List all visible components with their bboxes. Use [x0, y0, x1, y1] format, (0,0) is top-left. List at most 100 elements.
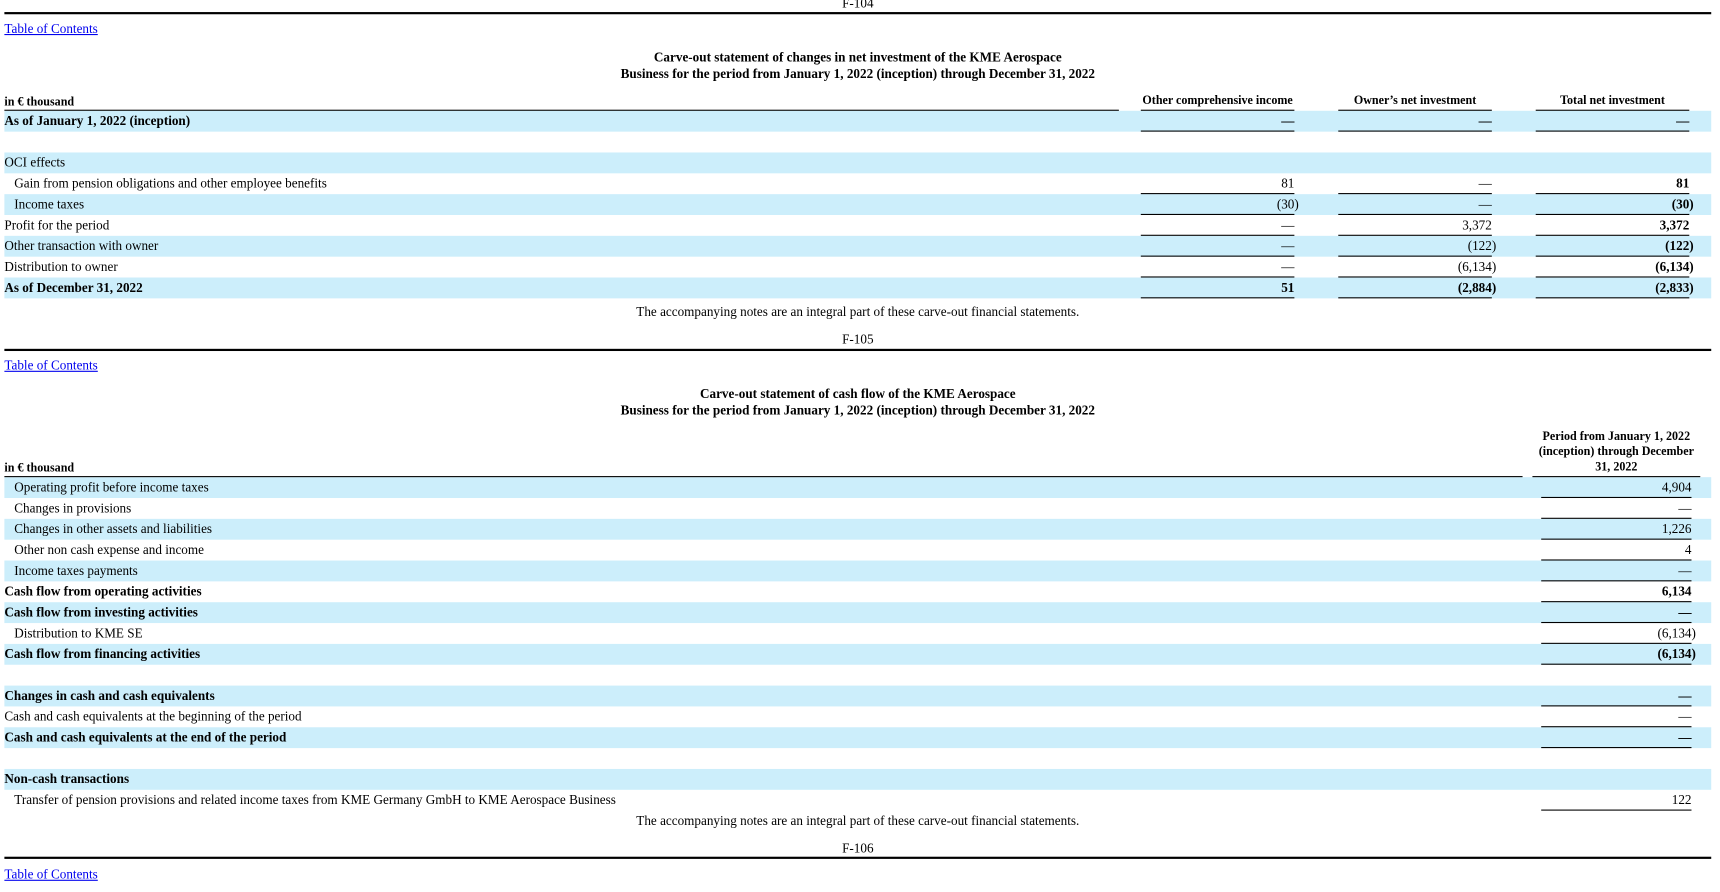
value: —	[1281, 238, 1295, 254]
value-cell: (6,134)	[1338, 257, 1496, 278]
value-cell: (6,134)	[1541, 644, 1696, 665]
row-label: Profit for the period	[4, 217, 110, 233]
value-cell: —	[1140, 257, 1295, 278]
table-row: Operating profit before income taxes 4,90…	[4, 477, 1712, 499]
row-label: Other transaction with owner	[4, 238, 159, 254]
row-label: Cash flow from operating activities	[4, 583, 202, 599]
value-cell: 81	[1140, 173, 1295, 195]
table-row: Distribution to KME SE (6,134)	[4, 623, 1711, 644]
unit-label: in € thousand	[4, 462, 1523, 478]
toc-link[interactable]: Table of Contents	[4, 866, 98, 882]
row-label: Operating profit before income taxes	[14, 479, 209, 495]
value: —	[1678, 729, 1692, 745]
value: 51	[1281, 279, 1295, 296]
value-cell: (122)	[1535, 236, 1694, 257]
value-cell: 51	[1140, 278, 1295, 299]
value: (6,134)	[1655, 258, 1694, 275]
table-row: As of December 31, 2022 51 (2,884) (2,833)	[4, 277, 1712, 299]
value: (2,833)	[1655, 279, 1694, 296]
value: 6,134	[1661, 583, 1692, 599]
table-row: Gain from pension obligations and other …	[4, 173, 1711, 195]
value-cell: 81	[1535, 173, 1690, 195]
page-rule	[4, 348, 1712, 352]
value: 4,904	[1661, 479, 1692, 495]
value: 3,372	[1462, 217, 1492, 233]
table-row: Profit for the period — 3,372 3,372	[4, 215, 1711, 236]
value-cell: —	[1541, 602, 1692, 624]
row-label: Cash flow from financing activities	[4, 646, 201, 662]
title-line: Business for the period from January 1, …	[620, 65, 1095, 82]
value-cell: —	[1140, 215, 1295, 236]
toc-link[interactable]: Table of Contents	[4, 357, 98, 373]
row-label: Non-cash transactions	[4, 771, 130, 787]
value-cell: (6,134)	[1535, 257, 1694, 278]
row-label: Transfer of pension provisions and relat…	[14, 791, 616, 808]
row-label: Cash and cash equivalents at the beginni…	[4, 708, 302, 724]
value: 3,372	[1659, 217, 1690, 233]
value: 1,226	[1661, 521, 1692, 537]
table-row: Income taxes payments —	[4, 560, 1712, 582]
value-cell: —	[1541, 727, 1692, 749]
value-cell: (30)	[1535, 194, 1694, 216]
spacer-row	[4, 665, 1711, 686]
column-header: Owner’s net investment	[1338, 93, 1492, 111]
table-row: Distribution to owner — (6,134) (6,134)	[4, 257, 1711, 278]
spacer-row	[4, 748, 1711, 769]
value: (122)	[1467, 238, 1497, 254]
toc-link[interactable]: Table of Contents	[4, 20, 98, 37]
column-header: Period from January 1, 2022 (inception) …	[1532, 429, 1701, 478]
title-line: Business for the period from January 1, …	[620, 402, 1095, 418]
value-cell: —	[1541, 706, 1692, 728]
table-header: in € thousand Other comprehensive income O…	[4, 92, 1711, 111]
title-line: Carve-out statement of cash flow of the …	[700, 386, 1016, 402]
value: (30)	[1671, 196, 1694, 212]
column-header: Other comprehensive income	[1140, 93, 1295, 111]
table-row: Cash flow from investing activities —	[4, 602, 1712, 624]
row-label: Changes in cash and cash equivalents	[4, 687, 215, 704]
value-cell: —	[1541, 686, 1692, 707]
row-label: Distribution to KME SE	[14, 625, 143, 641]
value-cell: (122)	[1338, 236, 1496, 257]
table-row: Cash flow from financing activities (6,13…	[4, 643, 1712, 665]
row-label: Changes in other assets and liabilities	[14, 521, 213, 537]
unit-label: in € thousand	[4, 95, 1119, 111]
row-label: As of December 31, 2022	[4, 279, 143, 296]
row-label: Income taxes	[14, 196, 85, 212]
note: The accompanying notes are an integral p…	[636, 303, 1080, 320]
value-cell: —	[1338, 194, 1492, 216]
value: (6,134)	[1657, 646, 1696, 662]
statement-title: Carve-out statement of cash flow of the …	[0, 386, 1716, 419]
page-number: F-105	[842, 331, 874, 347]
value: 81	[1281, 175, 1295, 191]
value: (122)	[1665, 238, 1694, 254]
spacer-row	[4, 132, 1711, 153]
value-cell: (2,833)	[1535, 278, 1694, 299]
value-cell: —	[1541, 498, 1692, 519]
value: —	[1281, 258, 1295, 275]
value: 81	[1676, 175, 1690, 191]
statement-table: in € thousand Period from January 1, 2022…	[4, 429, 1712, 811]
table-row: Changes in other assets and liabilities 1…	[4, 518, 1712, 540]
value: 4	[1684, 541, 1692, 558]
row-label: Cash and cash equivalents at the end of …	[4, 729, 287, 745]
statement-title: Carve-out statement of changes in net in…	[0, 49, 1716, 82]
column-header: Total net investment	[1535, 93, 1690, 111]
value: —	[1281, 112, 1295, 129]
value-cell: —	[1535, 111, 1690, 132]
row-label: Cash flow from investing activities	[4, 604, 198, 620]
value-cell: —	[1338, 111, 1492, 132]
row-label: Income taxes payments	[14, 562, 138, 579]
note: The accompanying notes are an integral p…	[636, 812, 1080, 829]
value-cell: 3,372	[1338, 215, 1492, 236]
row-label: As of January 1, 2022 (inception)	[4, 112, 191, 129]
value: —	[1281, 217, 1295, 233]
value-cell: (6,134)	[1541, 623, 1696, 644]
row-label: Distribution to owner	[4, 258, 118, 275]
value-cell: 3,372	[1535, 215, 1690, 236]
value-cell: (2,884)	[1338, 278, 1496, 299]
table-row: Changes in provisions —	[4, 498, 1711, 519]
value-cell: 4,904	[1541, 477, 1692, 499]
value: —	[1478, 112, 1492, 129]
value: (6,134)	[1457, 258, 1497, 275]
